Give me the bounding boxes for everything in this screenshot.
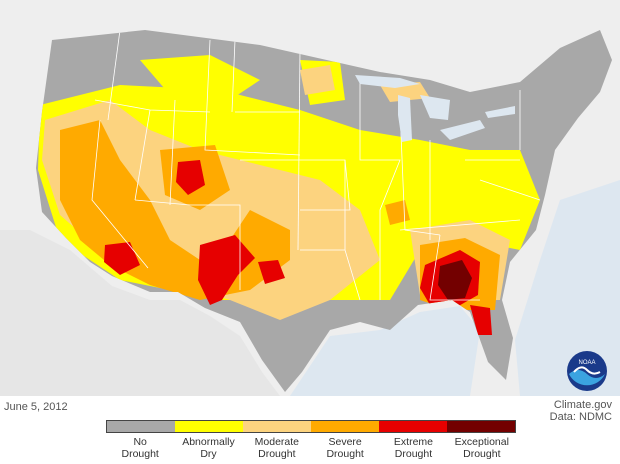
moderate-drought-area bbox=[42, 100, 380, 320]
legend-swatch-severe-drought bbox=[311, 421, 379, 432]
moderate-drought-dakota bbox=[300, 65, 335, 95]
noaa-logo-text: NOAA bbox=[578, 360, 595, 366]
map-credit: Climate.gov Data: NDMC bbox=[550, 399, 612, 423]
extreme-drought-florida bbox=[470, 305, 492, 335]
legend-label-extreme-drought: Extreme Drought bbox=[393, 436, 434, 460]
legend-color-bar bbox=[106, 420, 516, 433]
map-date: June 5, 2012 bbox=[4, 401, 68, 413]
credit-site: Climate.gov bbox=[553, 399, 612, 411]
great-lakes bbox=[355, 75, 515, 142]
exceptional-drought-georgia bbox=[438, 260, 472, 300]
legend-swatch-abnormally-dry bbox=[175, 421, 243, 432]
legend: No Drought Abnormally Dry Moderate Drought … bbox=[106, 420, 516, 460]
abnormally-dry-north bbox=[140, 55, 260, 100]
legend-label-no-drought: No Drought bbox=[121, 436, 159, 460]
legend-label-severe-drought: Severe Drought bbox=[326, 436, 364, 460]
legend-swatch-moderate-drought bbox=[243, 421, 311, 432]
noaa-logo: NOAA bbox=[567, 351, 607, 391]
drought-map-svg bbox=[0, 0, 620, 396]
legend-swatch-exceptional-drought bbox=[447, 421, 515, 432]
legend-swatch-no-drought bbox=[107, 421, 175, 432]
mexico-land bbox=[0, 230, 280, 396]
extreme-drought-texas bbox=[258, 260, 285, 284]
atlantic-ocean bbox=[515, 180, 620, 396]
extreme-drought-colorado bbox=[176, 160, 205, 195]
extreme-drought-arizona bbox=[104, 242, 140, 275]
legend-swatch-extreme-drought bbox=[379, 421, 447, 432]
drought-map bbox=[0, 0, 620, 396]
drought-areas bbox=[38, 55, 540, 335]
extreme-drought-new-mexico bbox=[198, 235, 255, 305]
legend-labels: No Drought Abnormally Dry Moderate Drought … bbox=[106, 436, 516, 460]
legend-label-abnormally-dry: Abnormally Dry bbox=[182, 436, 235, 460]
legend-label-exceptional-drought: Exceptional Drought bbox=[454, 436, 509, 460]
state-boundaries bbox=[91, 30, 541, 301]
credit-data-source: Data: NDMC bbox=[549, 411, 612, 423]
gulf-of-mexico bbox=[290, 306, 480, 396]
legend-label-moderate-drought: Moderate Drought bbox=[254, 436, 299, 460]
